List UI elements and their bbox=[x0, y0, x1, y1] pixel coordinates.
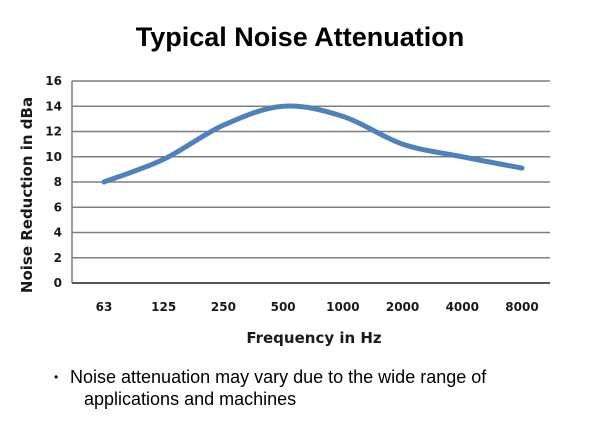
y-tick-label: 16 bbox=[45, 74, 62, 88]
x-tick-label: 63 bbox=[96, 300, 113, 314]
y-tick-label: 0 bbox=[54, 276, 62, 290]
x-tick-label: 125 bbox=[151, 300, 176, 314]
y-tick-label: 8 bbox=[54, 175, 62, 189]
footnote-text: Noise attenuation may vary due to the wi… bbox=[54, 366, 574, 410]
y-axis-label: Noise Reduction in dBa bbox=[18, 97, 36, 293]
series-group bbox=[101, 103, 525, 185]
y-tick-label: 14 bbox=[45, 99, 62, 113]
x-tick-label: 500 bbox=[271, 300, 296, 314]
line-chart: 0 2 4 6 8 10 12 14 16 63 125 250 500 1000 2000 4000 800… bbox=[18, 74, 550, 347]
x-tick-label: 8000 bbox=[505, 300, 538, 314]
x-axis-label: Frequency in Hz bbox=[246, 329, 382, 347]
footnote: • Noise attenuation may vary due to the … bbox=[54, 366, 574, 410]
y-tick-label: 2 bbox=[54, 251, 62, 265]
footnote-line-1: Noise attenuation may vary due to the wi… bbox=[70, 367, 487, 387]
y-tick-label: 10 bbox=[45, 150, 62, 164]
series-line bbox=[101, 103, 525, 185]
x-tick-labels: 63 125 250 500 1000 2000 4000 8000 bbox=[96, 300, 539, 314]
footnote-line-2: applications and machines bbox=[84, 389, 297, 409]
bullet-icon: • bbox=[54, 370, 59, 384]
chart-title: Typical Noise Attenuation bbox=[135, 22, 465, 52]
y-tick-label: 6 bbox=[54, 200, 62, 214]
gridlines bbox=[71, 80, 550, 284]
x-tick-label: 4000 bbox=[446, 300, 479, 314]
x-tick-label: 250 bbox=[211, 300, 236, 314]
x-tick-label: 1000 bbox=[326, 300, 359, 314]
x-tick-label: 2000 bbox=[386, 300, 419, 314]
y-tick-label: 4 bbox=[54, 226, 62, 240]
y-tick-label: 12 bbox=[45, 125, 62, 139]
y-tick-labels: 0 2 4 6 8 10 12 14 16 bbox=[45, 74, 62, 290]
